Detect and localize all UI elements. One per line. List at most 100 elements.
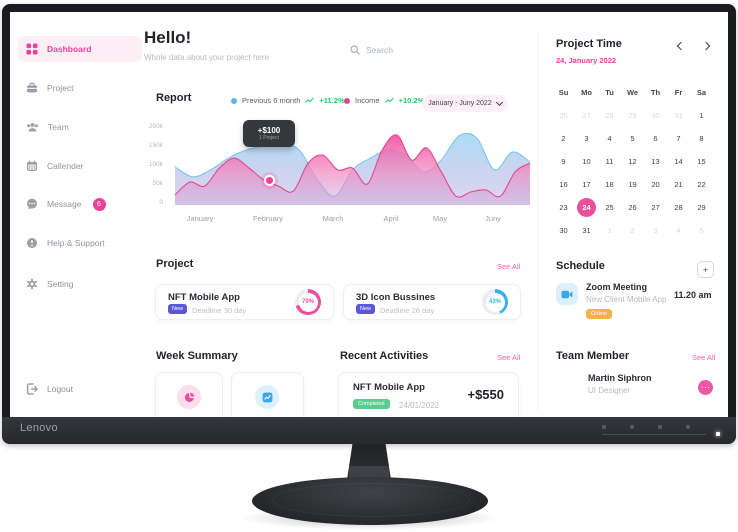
sidebar-item-project[interactable]: Project xyxy=(18,75,142,101)
calendar-day[interactable]: 2 xyxy=(630,226,635,235)
calendar-day[interactable]: 11 xyxy=(605,157,614,166)
calendar-day[interactable]: 3 xyxy=(653,226,658,235)
calendar-day-header: Tu xyxy=(605,87,614,97)
dashboard-icon xyxy=(26,43,38,55)
calendar-day[interactable]: 17 xyxy=(582,180,591,189)
sidebar-item-setting[interactable]: Setting xyxy=(18,271,142,297)
schedule-title: Schedule xyxy=(556,260,605,272)
x-tick: January xyxy=(186,214,214,223)
sidebar-item-dashboard[interactable]: Dashboard xyxy=(18,36,142,62)
calendar-day[interactable]: 4 xyxy=(676,226,681,235)
calendar-day[interactable]: 2 xyxy=(561,134,566,143)
calendar-day[interactable]: 5 xyxy=(630,134,635,143)
calendar-day[interactable]: 22 xyxy=(697,180,706,189)
calendar-day[interactable]: 28 xyxy=(605,111,614,120)
schedule-item-title[interactable]: Zoom Meeting xyxy=(586,282,647,292)
team-member-name[interactable]: Martin Siphron xyxy=(588,373,652,383)
calendar-day[interactable]: 10 xyxy=(582,157,591,166)
legend-label: Income xyxy=(355,96,380,105)
project-card-3d[interactable]: 3D Icon Bussines New Deadline 26 day 43% xyxy=(343,284,521,320)
week-summary-card[interactable] xyxy=(155,372,223,417)
calendar-day[interactable]: 1 xyxy=(607,226,612,235)
calendar-title: Project Time xyxy=(556,38,622,50)
completed-badge: Completed xyxy=(353,399,390,409)
calendar-day[interactable]: 30 xyxy=(559,226,568,235)
calendar-day[interactable]: 6 xyxy=(653,134,658,143)
calendar-day[interactable]: 15 xyxy=(697,157,706,166)
lenovo-logo: Lenovo xyxy=(20,422,58,434)
calendar-day[interactable]: 4 xyxy=(607,134,612,143)
legend-delta: +10.2% xyxy=(398,96,425,105)
calendar-day[interactable]: 25 xyxy=(605,203,614,212)
calendar-day[interactable]: 14 xyxy=(674,157,683,166)
calendar-day[interactable]: 26 xyxy=(628,203,637,212)
pie-chart-icon xyxy=(177,385,201,409)
calendar-day[interactable]: 8 xyxy=(699,134,704,143)
help-icon xyxy=(27,238,37,248)
date-range-dropdown[interactable]: January - Juny 2022 xyxy=(422,95,508,112)
logout-button[interactable]: Logout xyxy=(18,376,142,402)
sidebar-item-label: Project xyxy=(47,83,74,93)
calendar-day-header: Th xyxy=(650,87,661,97)
legend-previous: Previous 6 month +11.2% xyxy=(231,96,345,105)
calendar-day-header: Fr xyxy=(674,87,683,97)
recent-see-all-link[interactable]: See All xyxy=(497,353,521,362)
project-see-all-link[interactable]: See All xyxy=(497,262,521,271)
page-subtitle: Whole data about your project here xyxy=(144,53,269,62)
chart-tooltip: +$100 1 Project xyxy=(243,120,295,147)
legend-income: Income +10.2% xyxy=(344,96,424,105)
calendar-day[interactable]: 20 xyxy=(651,180,660,189)
legend-dot-pink xyxy=(344,97,350,104)
calendar-day[interactable]: 5 xyxy=(699,226,704,235)
calendar-day[interactable]: 27 xyxy=(651,203,660,212)
add-schedule-button[interactable]: + xyxy=(697,261,714,278)
sidebar-item-label: Callender xyxy=(47,161,84,171)
team-see-all-link[interactable]: See All xyxy=(692,353,716,362)
project-deadline: Deadline 30 day xyxy=(192,306,247,315)
message-icon xyxy=(27,198,37,210)
week-summary-card[interactable] xyxy=(231,372,304,417)
calendar-day[interactable]: 9 xyxy=(561,157,566,166)
calendar-day[interactable]: 24 xyxy=(575,196,598,219)
calendar-day[interactable]: 30 xyxy=(651,111,660,120)
sidebar-item-callender[interactable]: Callender xyxy=(18,153,142,179)
calendar-day[interactable]: 1 xyxy=(699,111,704,120)
calendar-day[interactable]: 7 xyxy=(676,134,681,143)
trend-up-icon xyxy=(305,97,315,103)
sidebar-item-team[interactable]: Team xyxy=(18,114,142,140)
search-input[interactable]: Search xyxy=(350,42,440,58)
calendar-day[interactable]: 31 xyxy=(674,111,683,120)
recent-activity-row[interactable]: NFT Mobile App Completed 24/01/2022 +$55… xyxy=(338,372,519,417)
chat-icon[interactable] xyxy=(698,380,713,395)
calendar-day[interactable]: 27 xyxy=(582,111,591,120)
sidebar-item-label: Dashboard xyxy=(47,44,92,54)
calendar-day[interactable]: 13 xyxy=(651,157,660,166)
calendar-day[interactable]: 16 xyxy=(559,180,568,189)
calendar-day[interactable]: 31 xyxy=(582,226,591,235)
trend-chart-icon xyxy=(255,385,279,409)
date-range-label: January - Juny 2022 xyxy=(428,100,492,107)
calendar-day[interactable]: 26 xyxy=(559,111,568,120)
schedule-item-subtitle: New Client Mobile App xyxy=(586,295,667,304)
calendar-day[interactable]: 29 xyxy=(628,111,637,120)
calendar-day[interactable]: 12 xyxy=(628,157,637,166)
monitor-base-ring xyxy=(272,483,470,517)
calendar-day[interactable]: 3 xyxy=(584,134,589,143)
calendar-day[interactable]: 21 xyxy=(674,180,683,189)
team-member-role: UI Designer xyxy=(588,386,631,395)
sidebar-item-help[interactable]: Help & Support xyxy=(18,230,142,256)
team-title: Team Member xyxy=(556,350,630,362)
legend-label: Previous 6 month xyxy=(242,96,301,105)
calendar-day[interactable]: 28 xyxy=(674,203,683,212)
calendar-day[interactable]: 29 xyxy=(697,203,706,212)
calendar-day[interactable]: 19 xyxy=(628,180,637,189)
calendar-day[interactable]: 23 xyxy=(559,203,568,212)
calendar-day-header: Mo xyxy=(581,87,592,97)
calendar-prev-button[interactable] xyxy=(676,41,686,51)
sidebar-item-message[interactable]: Message 6 xyxy=(18,191,142,217)
project-card-nft[interactable]: NFT Mobile App New Deadline 30 day 70% xyxy=(155,284,334,320)
calendar-next-button[interactable] xyxy=(701,41,711,51)
tooltip-sub: 1 Project xyxy=(259,135,279,141)
calendar-day[interactable]: 18 xyxy=(605,180,614,189)
chevron-down-icon xyxy=(495,98,503,107)
